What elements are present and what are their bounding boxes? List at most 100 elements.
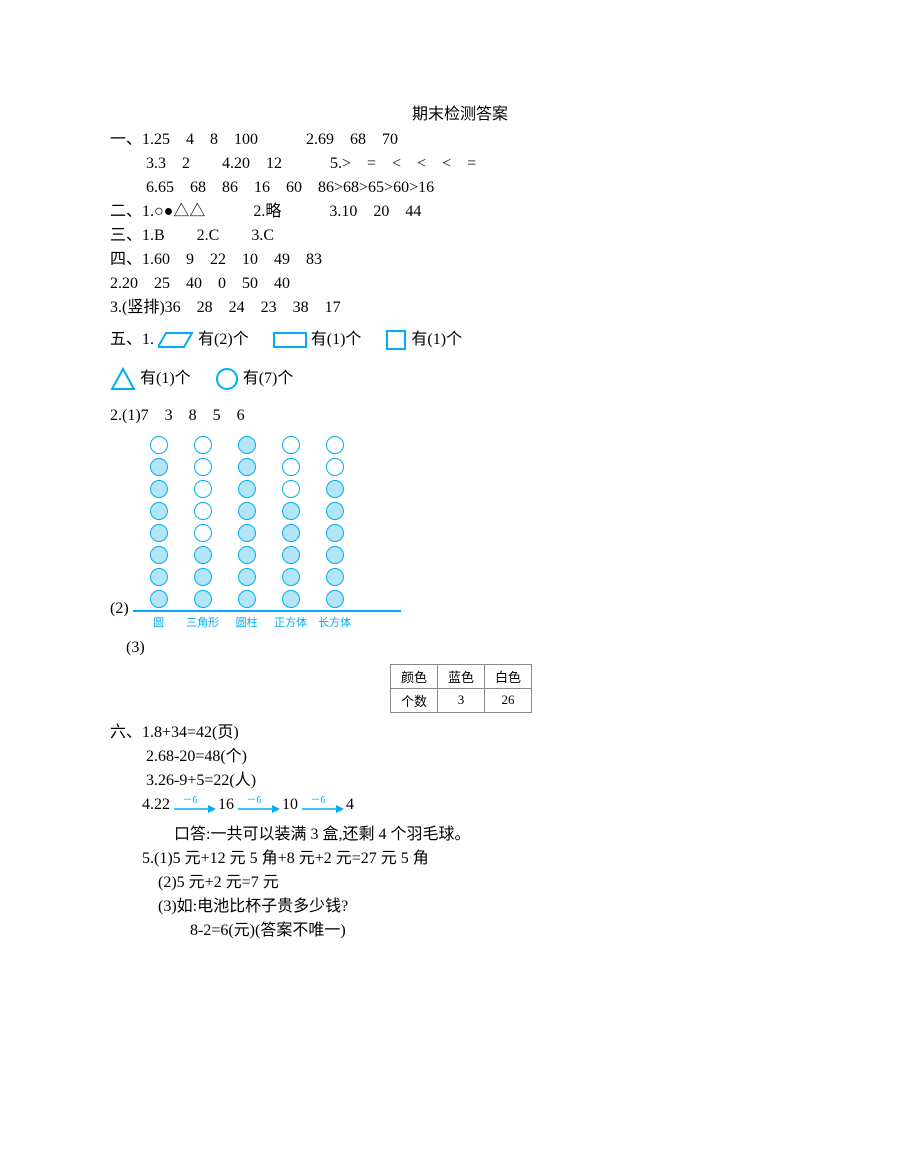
sec4-line2: 2.20 25 40 0 50 40 [110, 272, 810, 296]
filled-circle-icon [282, 590, 300, 608]
chart-cell [281, 501, 301, 521]
sec5-row1: 五、1. 有(2)个 有(1)个 有(1)个 [110, 326, 810, 355]
sec1-line1: 一、1.25 4 8 100 2.69 68 70 [110, 128, 810, 152]
empty-circle-icon [194, 436, 212, 454]
filled-circle-icon [282, 546, 300, 564]
chart-column-label: 圆柱 [225, 612, 269, 630]
chart-cell [325, 589, 345, 609]
shape-label: 有(1)个 [411, 326, 462, 355]
table-cell: 26 [485, 688, 532, 712]
chart-cell [149, 545, 169, 565]
empty-circle-icon [194, 480, 212, 498]
chart-cell [325, 501, 345, 521]
chart-cell [237, 567, 257, 587]
label-2-2: (2) [110, 600, 129, 618]
empty-circle-icon [326, 436, 344, 454]
filled-circle-icon [150, 590, 168, 608]
svg-text:－6: －6 [247, 795, 262, 806]
chart-cell [193, 567, 213, 587]
empty-circle-icon [150, 436, 168, 454]
chart-column-label: 长方体 [313, 612, 357, 630]
sec6-l7: (2)5 元+2 元=7 元 [110, 871, 810, 895]
chart-cell [149, 479, 169, 499]
chart-cell [237, 589, 257, 609]
empty-circle-icon [194, 502, 212, 520]
table-cell: 蓝色 [438, 664, 485, 688]
filled-circle-icon [326, 546, 344, 564]
chart-cell [237, 457, 257, 477]
filled-circle-icon [150, 524, 168, 542]
chart-cell [193, 523, 213, 543]
filled-circle-icon [238, 458, 256, 476]
filled-circle-icon [150, 458, 168, 476]
chart-cell [325, 435, 345, 455]
filled-circle-icon [238, 546, 256, 564]
sec6-l6: 5.(1)5 元+12 元 5 角+8 元+2 元=27 元 5 角 [110, 847, 810, 871]
chart-cell [281, 545, 301, 565]
filled-circle-icon [150, 480, 168, 498]
filled-circle-icon [150, 546, 168, 564]
chart-cell [325, 567, 345, 587]
chart-cell [325, 479, 345, 499]
chart-cell [237, 435, 257, 455]
triangle-icon [110, 367, 136, 391]
arrow-icon: －6 [172, 795, 216, 815]
filled-circle-icon [238, 590, 256, 608]
shape-label: 有(1)个 [140, 365, 191, 394]
chart-cell [281, 567, 301, 587]
chart-cell [325, 523, 345, 543]
filled-circle-icon [238, 502, 256, 520]
chart-cell [281, 479, 301, 499]
empty-circle-icon [282, 436, 300, 454]
sec6-l3: 3.26-9+5=22(人) [110, 769, 810, 793]
chart-cell [149, 523, 169, 543]
filled-circle-icon [326, 480, 344, 498]
rectangle-icon [273, 331, 307, 349]
color-table: 颜色 蓝色 白色 个数 3 26 [390, 664, 532, 713]
sec1-line3: 6.65 68 86 16 60 86>68>65>60>16 [110, 176, 810, 200]
shape-label: 有(2)个 [198, 326, 249, 355]
table-cell: 颜色 [391, 664, 438, 688]
sec4-line1: 四、1.60 9 22 10 49 83 [110, 248, 810, 272]
filled-circle-icon [326, 568, 344, 586]
svg-text:－6: －6 [183, 795, 198, 806]
chart-cell [193, 435, 213, 455]
filled-circle-icon [150, 568, 168, 586]
svg-text:－6: －6 [311, 795, 326, 806]
chart-column-label: 三角形 [181, 612, 225, 630]
chart-cell [237, 545, 257, 565]
sec6-l8: (3)如:电池比杯子贵多少钱? [110, 895, 810, 919]
chart-cell [193, 501, 213, 521]
shape-label: 有(7)个 [243, 365, 294, 394]
sec6-l9: 8-2=6(元)(答案不唯一) [110, 919, 810, 943]
empty-circle-icon [326, 458, 344, 476]
table-cell: 3 [438, 688, 485, 712]
square-icon [385, 329, 407, 351]
chart-cell [281, 457, 301, 477]
chart-cell [325, 545, 345, 565]
chart-cell [281, 589, 301, 609]
sec3-line: 三、1.B 2.C 3.C [110, 224, 810, 248]
filled-circle-icon [282, 524, 300, 542]
chart-column [181, 434, 225, 610]
chart-cell [281, 523, 301, 543]
sec5-2-2: (2) 圆三角形圆柱正方体长方体 [110, 428, 810, 630]
chart-cell [325, 457, 345, 477]
empty-circle-icon [282, 458, 300, 476]
filled-circle-icon [194, 568, 212, 586]
sec1-line2: 3.3 2 4.20 12 5.> = < < < = [110, 152, 810, 176]
arrow-icon: －6 [236, 795, 280, 815]
filled-circle-icon [326, 590, 344, 608]
table-cell: 白色 [485, 664, 532, 688]
chart-cell [193, 479, 213, 499]
sec5-3-label: (3) [110, 636, 810, 660]
step-value: 10 [282, 793, 298, 817]
chart-cell [193, 589, 213, 609]
parallelogram-icon [158, 331, 194, 349]
filled-circle-icon [282, 502, 300, 520]
chart-column-label: 正方体 [269, 612, 313, 630]
filled-circle-icon [238, 436, 256, 454]
chart-cell [149, 435, 169, 455]
chart-column [313, 434, 357, 610]
sec4-line3: 3.(竖排)36 28 24 23 38 17 [110, 296, 810, 320]
